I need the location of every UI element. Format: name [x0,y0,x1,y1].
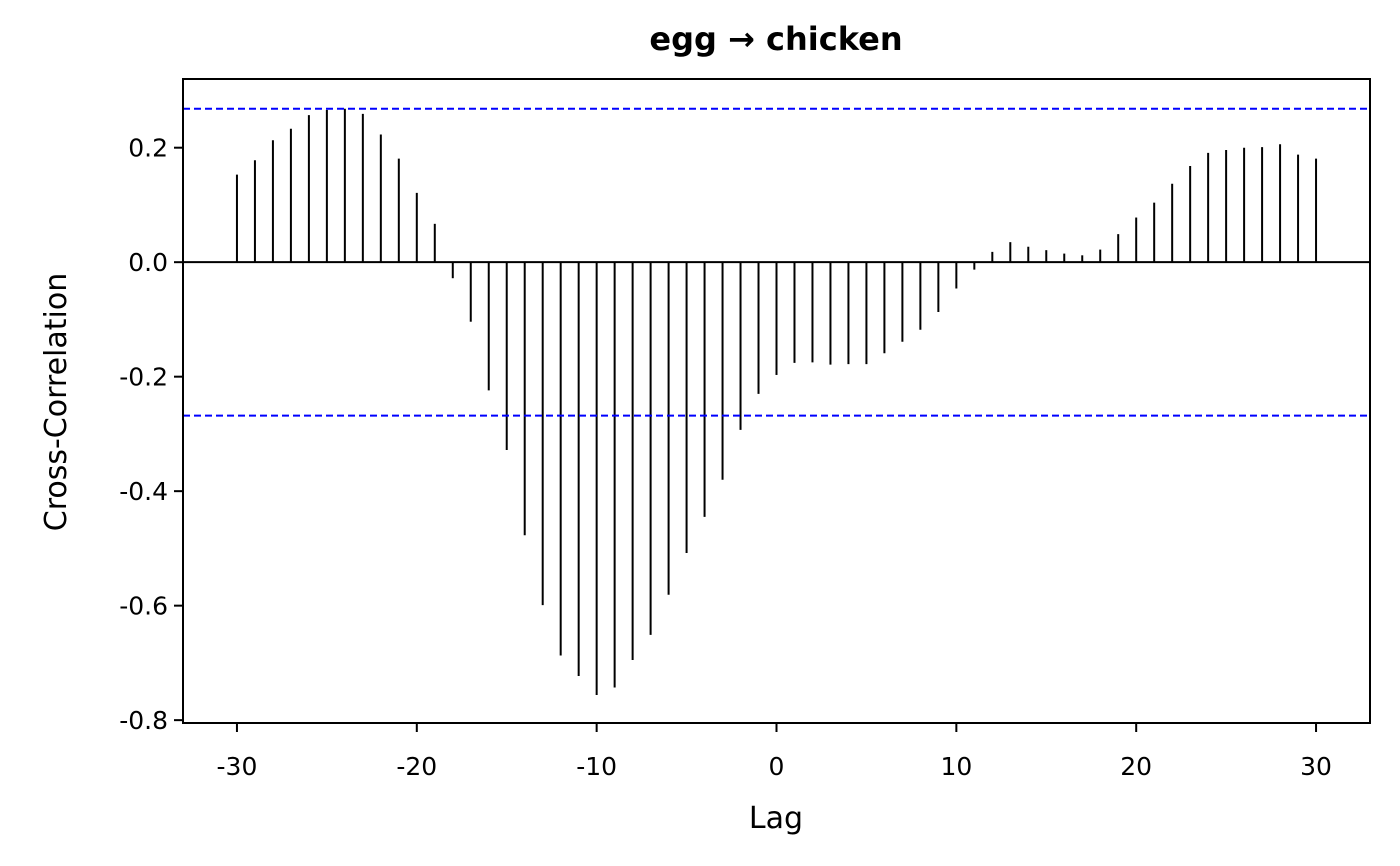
y-tick-label: 0.2 [128,134,168,163]
x-tick-label: -20 [396,752,437,781]
y-tick-label: -0.2 [119,363,168,392]
chart-title: egg → chicken [649,20,902,58]
y-axis-label: Cross-Correlation [39,273,74,532]
y-tick-label: 0.0 [128,248,168,277]
x-tick-label: 0 [769,752,785,781]
x-tick-label: -30 [217,752,258,781]
x-axis-label: Lag [749,801,803,836]
y-tick-label: -0.4 [119,477,168,506]
y-axis: 0.2 0.0 -0.2 -0.4 -0.6 -0.8 [119,134,183,735]
x-tick-label: 10 [940,752,972,781]
x-tick-label: 30 [1300,752,1332,781]
x-axis: -30 -20 -10 0 10 20 30 [217,723,1332,781]
y-tick-label: -0.6 [119,592,168,621]
stems-group [183,108,1370,695]
plot-frame [182,78,1371,724]
x-tick-label: 20 [1120,752,1152,781]
x-tick-label: -10 [576,752,617,781]
y-tick-label: -0.8 [119,706,168,735]
